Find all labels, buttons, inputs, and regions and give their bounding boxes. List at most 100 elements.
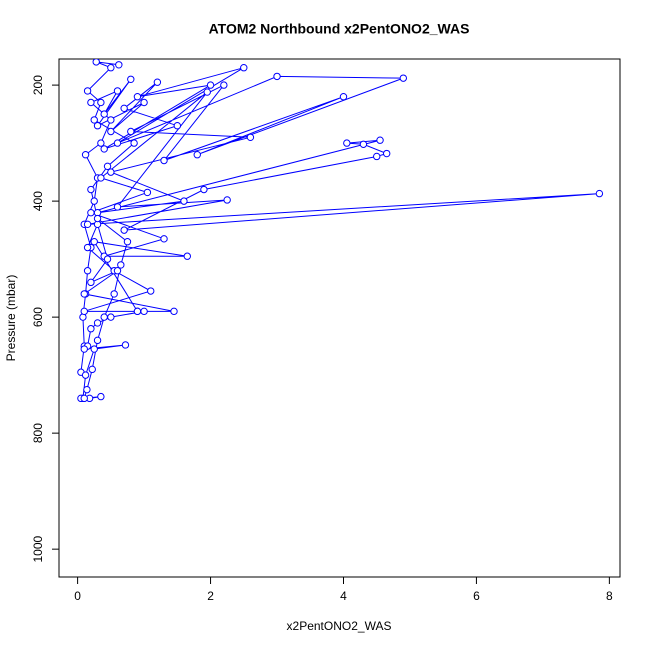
data-point (88, 365, 96, 374)
data-point (220, 81, 228, 89)
x-axis-label: x2PentONO2_WAS (287, 619, 392, 633)
data-point (399, 74, 408, 82)
data-point (113, 203, 122, 211)
data-point (100, 313, 108, 321)
y-tick-label: 200 (31, 75, 45, 95)
data-point (87, 209, 95, 217)
data-point (147, 287, 155, 295)
data-point (80, 307, 88, 316)
data-point (83, 243, 92, 252)
data-point (143, 188, 152, 197)
data-point (97, 98, 105, 107)
x-tick-label: 2 (207, 589, 214, 603)
data-point (160, 235, 168, 243)
data-point (93, 336, 102, 345)
data-point (113, 267, 122, 275)
data-point (80, 345, 88, 353)
y-tick-label: 800 (31, 423, 45, 443)
data-point (115, 61, 123, 69)
data-point (140, 98, 148, 107)
data-point (100, 145, 108, 153)
data-point (595, 189, 604, 198)
data-point (113, 139, 122, 147)
data-point (80, 290, 88, 298)
data-point (121, 341, 130, 349)
data-point (113, 87, 122, 95)
data-point (97, 392, 105, 401)
data-point (107, 116, 115, 124)
data-point (170, 307, 178, 316)
data-point (93, 122, 102, 130)
x-tick-label: 8 (606, 589, 613, 603)
data-point (92, 59, 100, 66)
data-point (87, 325, 95, 333)
data-point (90, 116, 98, 124)
data-point (90, 197, 98, 205)
data-point (133, 93, 142, 101)
data-point (183, 252, 191, 260)
data-point (87, 98, 95, 107)
data-point (97, 174, 105, 182)
y-axis-label: Pressure (mbar) (4, 275, 18, 362)
data-point (343, 139, 351, 147)
data-point (83, 267, 92, 275)
data-point (103, 255, 112, 263)
data-point (130, 139, 138, 147)
data-point (359, 140, 368, 148)
data-point (81, 151, 90, 159)
data-point (160, 156, 168, 165)
data-point (120, 104, 128, 113)
data-point (173, 122, 182, 130)
data-point (203, 88, 211, 96)
data-point (83, 220, 92, 229)
data-point (180, 197, 188, 205)
data-point (117, 261, 125, 269)
data-point (382, 149, 391, 158)
data-point (273, 72, 281, 81)
data-point (83, 87, 92, 95)
data-point (140, 307, 148, 316)
data-point (93, 319, 102, 327)
data-point (373, 152, 381, 161)
plot-area (77, 59, 604, 403)
data-point (103, 162, 112, 171)
data-point (90, 238, 98, 246)
data-point (339, 93, 348, 101)
y-tick-label: 600 (31, 307, 45, 327)
y-tick-label: 400 (31, 191, 45, 211)
data-point (90, 345, 98, 353)
data-point (246, 133, 255, 142)
x-tick-label: 0 (74, 589, 81, 603)
data-point (240, 64, 248, 72)
data-point (193, 151, 201, 159)
data-point (107, 168, 115, 176)
data-point (153, 78, 162, 86)
y-tick-label: 1000 (31, 535, 45, 562)
data-point (206, 81, 215, 89)
data-line (80, 61, 600, 399)
data-point (83, 385, 91, 394)
data-point (107, 313, 115, 321)
data-point (223, 196, 231, 204)
data-point (87, 278, 95, 287)
data-point (200, 185, 208, 194)
data-point (127, 127, 135, 136)
data-point (93, 214, 102, 223)
data-point (81, 371, 90, 379)
data-point (110, 290, 118, 298)
data-point (80, 394, 88, 403)
x-tick-label: 6 (473, 589, 480, 603)
data-point (120, 226, 128, 234)
data-point (97, 139, 105, 147)
data-point (107, 64, 115, 72)
data-point (100, 110, 108, 118)
data-point (87, 185, 95, 194)
data-point (123, 238, 132, 246)
data-point (376, 136, 384, 144)
chart-title: ATOM2 Northbound x2PentONO2_WAS (209, 21, 470, 37)
x-tick-label: 4 (340, 589, 347, 603)
data-point (107, 127, 115, 136)
data-point (127, 75, 135, 84)
data-point (133, 307, 142, 316)
